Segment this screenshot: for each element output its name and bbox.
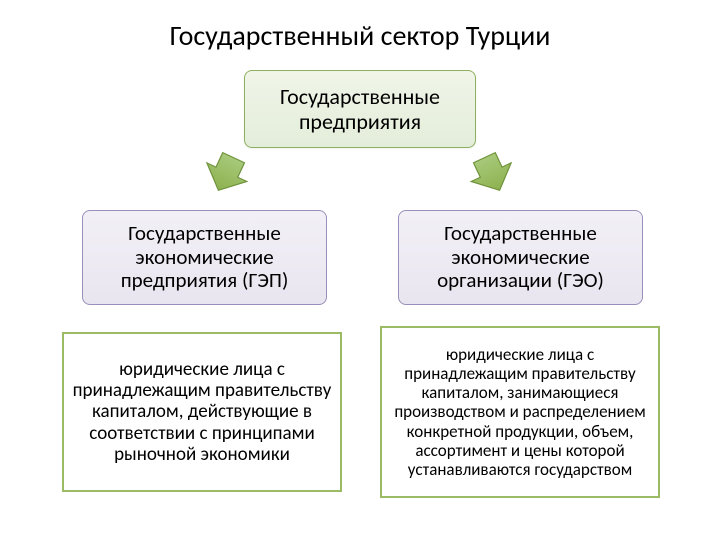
arrow-down-left-icon [196,146,256,203]
page-title: Государственный сектор Турции [0,0,720,53]
mid-box-gep-label: Государственные экономические предприяти… [91,222,318,293]
mid-box-geo: Государственные экономические организаци… [398,210,643,305]
arrow-down-right-icon [462,146,522,203]
mid-box-gep: Государственные экономические предприяти… [82,210,327,305]
desc-box-gep-text: юридические лица с принадлежащим правите… [70,359,334,465]
top-box-state-enterprises: Государственные предприятия [244,70,476,148]
mid-box-geo-label: Государственные экономические организаци… [407,222,634,293]
desc-box-gep: юридические лица с принадлежащим правите… [62,332,342,492]
desc-box-geo: юридические лица с принадлежащим правите… [380,326,660,498]
desc-box-geo-text: юридические лица с принадлежащим правите… [388,345,652,478]
top-box-label: Государственные предприятия [245,84,475,135]
